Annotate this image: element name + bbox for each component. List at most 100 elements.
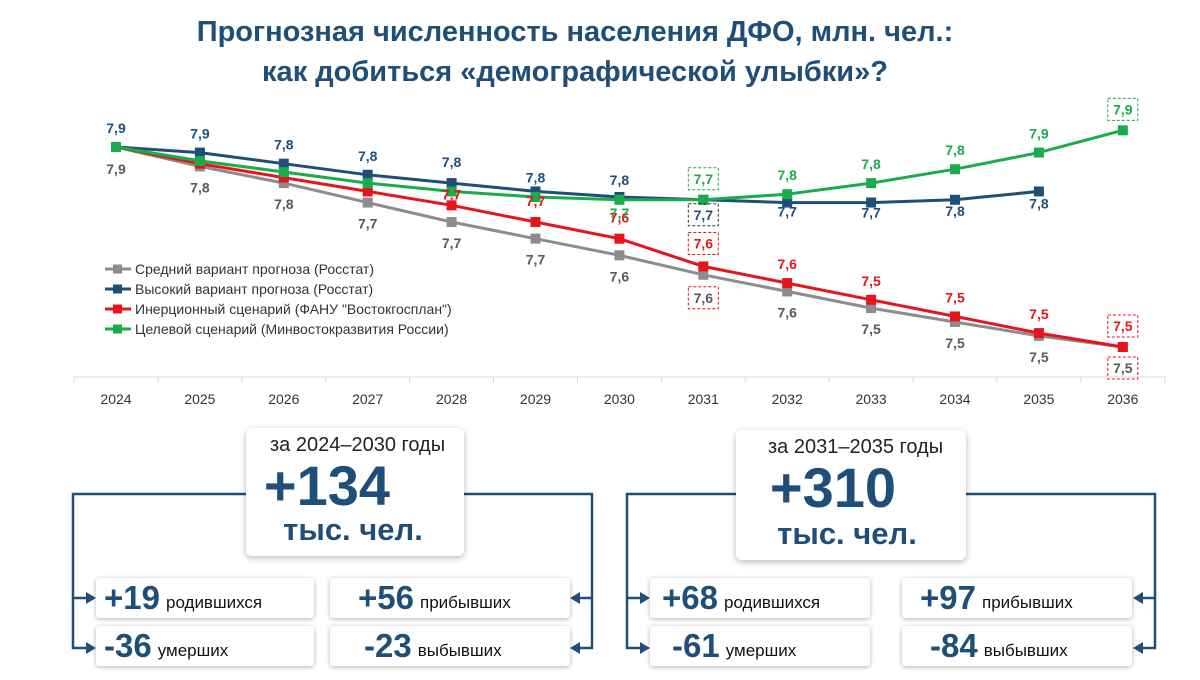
data-label-box <box>687 167 719 191</box>
arrow-head <box>570 592 580 604</box>
period-1-departures: -23 выбывших <box>330 626 570 666</box>
period-1-deaths: -36 умерших <box>96 626 314 666</box>
arrow-head <box>570 642 580 654</box>
data-label: 7,5 <box>1029 306 1049 322</box>
data-point-marker <box>362 169 373 180</box>
deaths-value: -36 <box>104 627 152 664</box>
data-label: 7,8 <box>861 156 881 172</box>
departures-value: -84 <box>930 627 978 664</box>
data-point-marker <box>782 197 793 208</box>
data-label: 7,7 <box>610 205 630 221</box>
data-label: 7,6 <box>694 235 714 251</box>
period-2-departures: -84 выбывших <box>902 626 1132 666</box>
data-label: 7,5 <box>1113 318 1133 334</box>
deaths-label: умерших <box>157 641 229 661</box>
data-point-marker <box>614 250 625 261</box>
data-point-marker <box>1117 125 1128 136</box>
chart-title: Прогнозная численность населения ДФО, мл… <box>0 12 1150 92</box>
data-label-box <box>1107 356 1139 380</box>
series-line <box>115 128 1124 202</box>
arrow-head <box>86 642 96 654</box>
x-tick-label: 2036 <box>1107 391 1138 407</box>
x-tick-label: 2033 <box>856 391 887 407</box>
period-1-arrivals: +56 прибывших <box>330 578 570 618</box>
period-1-summary-card: за 2024–2030 годы +134 тыс. чел. <box>246 428 464 556</box>
data-point-marker <box>362 186 373 197</box>
data-label: 7,8 <box>442 154 462 170</box>
x-tick-label: 2024 <box>100 391 131 407</box>
arrow-head <box>86 592 96 604</box>
arrivals-value: +56 <box>358 579 414 616</box>
data-label-box <box>687 203 719 227</box>
period-1-label: за 2024–2030 годы <box>270 434 446 456</box>
data-label: 7,9 <box>106 120 126 136</box>
data-label: 7,8 <box>274 137 294 153</box>
chart-title-line-2: как добиться «демографической улыбки»? <box>262 56 888 88</box>
period-2-unit: тыс. чел. <box>777 516 917 551</box>
data-point-marker <box>194 155 205 166</box>
data-point-marker <box>278 172 289 183</box>
data-point-marker <box>446 186 457 197</box>
data-label: 7,5 <box>945 335 965 351</box>
legend-marker <box>113 264 122 274</box>
data-point-marker <box>698 269 709 280</box>
data-point-marker <box>278 167 289 177</box>
data-point-marker <box>866 197 877 208</box>
data-point-marker <box>698 261 709 272</box>
x-tick-label: 2032 <box>772 391 803 407</box>
arrivals-label: прибывших <box>419 593 511 613</box>
data-label: 7,6 <box>694 290 714 306</box>
data-point-marker <box>782 286 793 297</box>
data-label: 7,8 <box>945 203 965 219</box>
arrow-head <box>1133 592 1143 604</box>
data-label: 7,5 <box>1029 349 1049 365</box>
arrow-head <box>1133 642 1143 654</box>
legend-marker <box>113 304 122 314</box>
x-tick-label: 2028 <box>436 391 467 407</box>
births-value: +19 <box>104 579 160 616</box>
period-1-births: +19 родившихся <box>96 578 314 618</box>
data-point-marker <box>278 178 289 189</box>
data-point-marker <box>111 142 121 152</box>
bracket-right-inner <box>966 492 1157 650</box>
arrivals-value: +97 <box>920 579 976 616</box>
arrow-head <box>640 592 650 604</box>
data-point-marker <box>950 311 960 322</box>
data-label: 7,5 <box>945 289 965 305</box>
data-label: 7,9 <box>190 126 210 142</box>
data-label: 7,5 <box>861 273 881 289</box>
data-point-marker <box>278 158 289 169</box>
data-point-marker <box>1033 328 1044 339</box>
data-label: 7,9 <box>106 161 126 177</box>
data-point-marker <box>866 303 877 314</box>
births-label: родившихся <box>723 593 821 613</box>
data-point-marker <box>950 164 960 175</box>
data-label: 7,5 <box>1113 360 1133 376</box>
data-label: 7,6 <box>610 268 630 284</box>
x-tick-label: 2026 <box>268 391 299 407</box>
data-point-marker <box>698 194 709 205</box>
data-point-marker <box>782 189 793 200</box>
legend-label: Инерционный сценарий (ФАНУ "Востокгоспла… <box>135 301 452 317</box>
data-label: 7,9 <box>1113 101 1133 117</box>
data-point-marker <box>614 194 625 205</box>
data-point-marker <box>446 200 457 211</box>
data-label: 7,7 <box>694 171 714 187</box>
data-label: 7,7 <box>526 252 546 268</box>
arrivals-label: прибывших <box>981 593 1073 613</box>
data-point-marker <box>782 278 793 289</box>
period-2-total-value: +310 <box>769 456 897 519</box>
data-label-box <box>687 286 719 310</box>
deaths-label: умерших <box>725 641 797 661</box>
data-label: 7,8 <box>274 196 294 212</box>
data-label: 7,8 <box>190 179 210 195</box>
data-point-marker <box>950 194 960 205</box>
data-point-marker <box>194 147 205 158</box>
departures-label: выбывших <box>983 641 1068 661</box>
departures-label: выбывших <box>417 641 502 661</box>
period-2-arrivals: +97 прибывших <box>902 578 1132 618</box>
legend-label: Целевой сценарий (Минвостокразвития Росс… <box>135 321 449 337</box>
data-label: 7,7 <box>777 204 797 220</box>
data-point-marker <box>530 186 541 197</box>
legend-marker <box>113 324 122 334</box>
